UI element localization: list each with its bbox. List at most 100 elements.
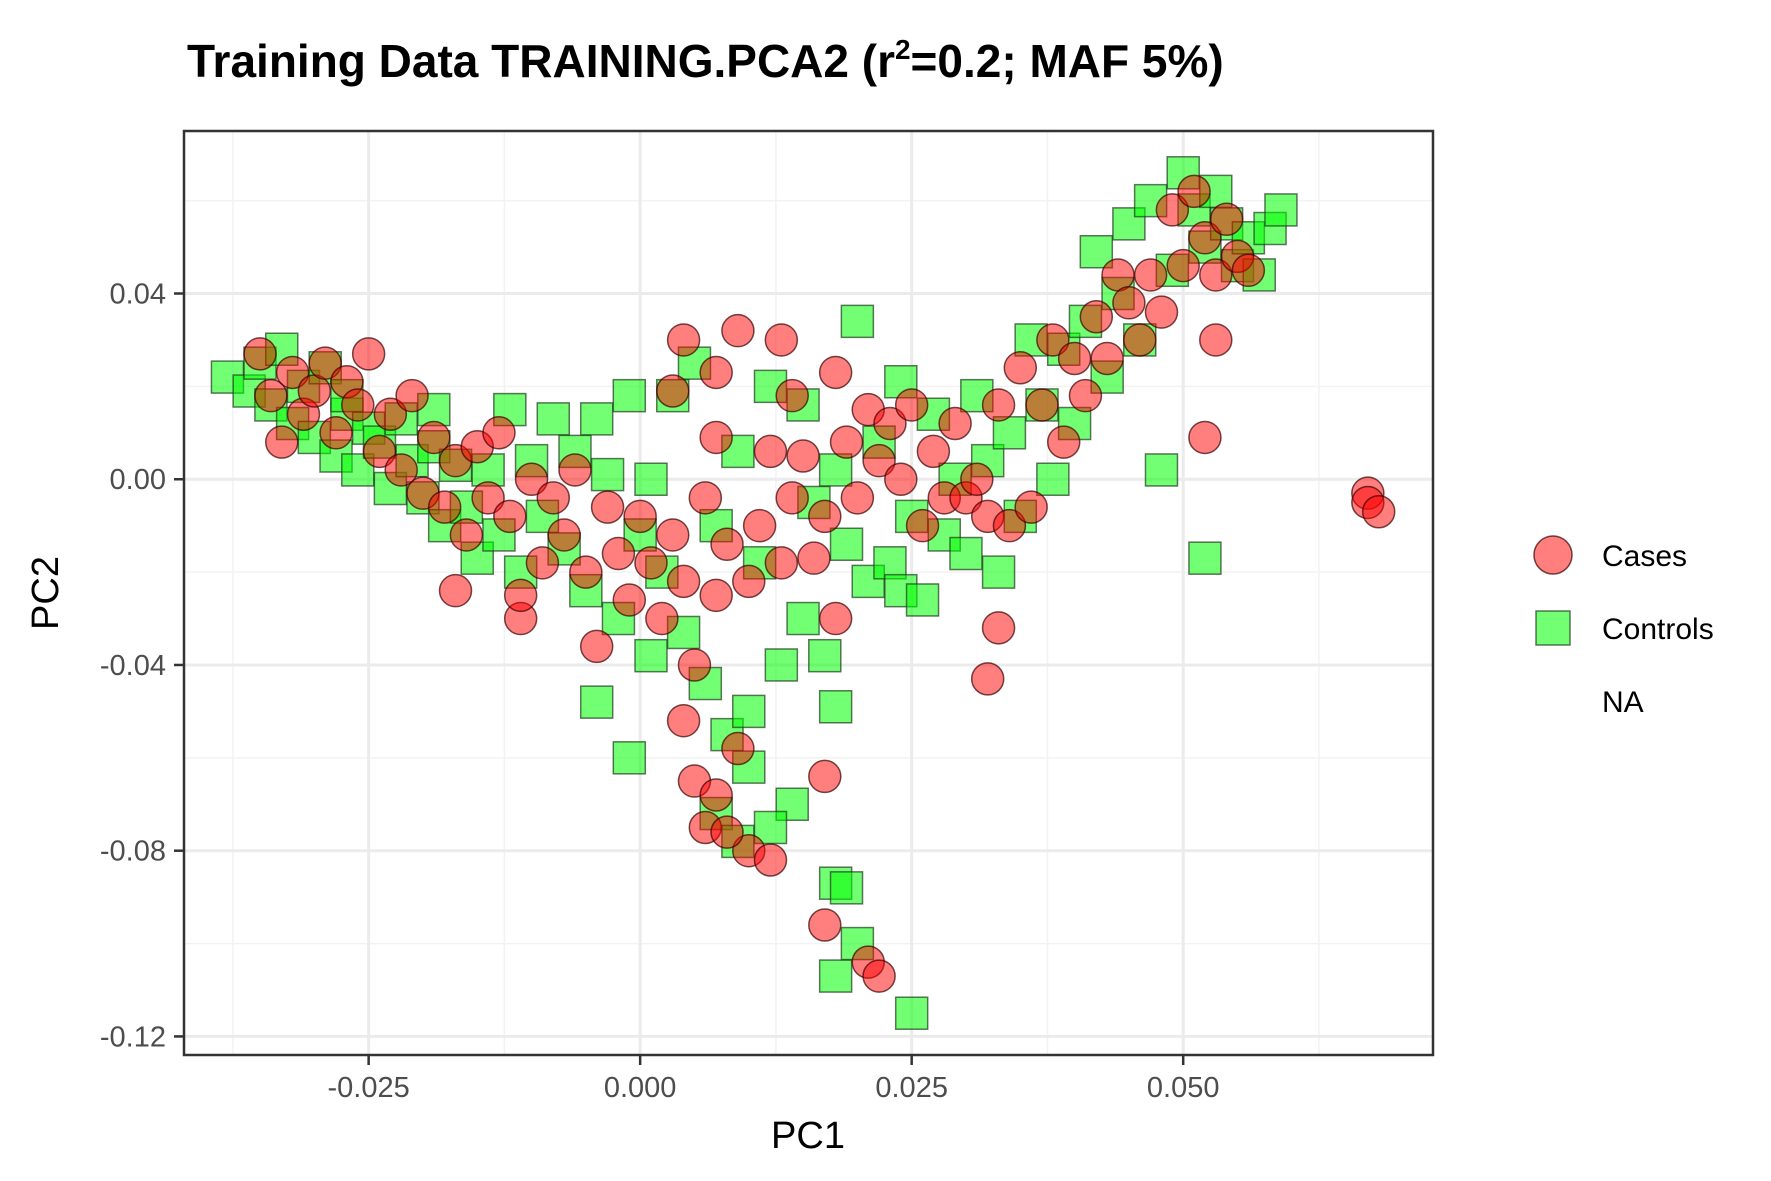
case-point — [384, 453, 418, 487]
case-point — [1014, 490, 1048, 524]
control-point — [808, 638, 842, 673]
control-point — [634, 638, 668, 673]
case-point — [884, 462, 918, 496]
case-point — [981, 611, 1016, 645]
control-point — [1144, 453, 1179, 487]
case-point — [243, 337, 277, 371]
case-point — [688, 481, 723, 515]
case-point — [1046, 425, 1081, 459]
case-point — [699, 778, 733, 812]
control-point — [1188, 541, 1222, 575]
case-point — [699, 578, 733, 613]
case-point — [438, 573, 473, 608]
case-point — [797, 541, 831, 575]
control-point — [1079, 234, 1114, 269]
control-point — [1036, 462, 1070, 496]
case-point — [1090, 341, 1124, 376]
case-point — [1057, 341, 1092, 376]
case-point — [808, 499, 842, 534]
case-point — [666, 564, 701, 599]
control-point — [612, 741, 647, 775]
case-point — [590, 490, 625, 524]
control-point — [829, 527, 864, 561]
case-point — [992, 508, 1027, 543]
case-point — [634, 546, 668, 580]
case-point — [808, 759, 842, 794]
legend-label: NA — [1602, 686, 1644, 719]
control-point — [612, 378, 647, 413]
case-point — [916, 434, 951, 469]
case-point — [981, 388, 1016, 422]
case-point — [905, 508, 940, 543]
case-point — [873, 406, 907, 441]
case-point — [395, 378, 429, 413]
control-point — [829, 871, 864, 905]
chart-title: Training Data TRAINING.PCA2 (r2=0.2; MAF… — [187, 34, 1224, 87]
case-point — [764, 323, 799, 357]
control-point — [873, 546, 907, 580]
control-point — [818, 690, 853, 724]
case-point — [970, 662, 1005, 696]
case-point — [514, 462, 549, 496]
case-point — [417, 420, 451, 455]
case-point — [503, 578, 538, 613]
case-point — [666, 323, 701, 357]
control-point — [590, 457, 625, 492]
case-point — [493, 499, 527, 534]
control-point — [949, 536, 983, 571]
control-point — [905, 583, 940, 617]
case-point — [471, 481, 505, 515]
case-point — [1036, 323, 1070, 357]
case-point — [721, 313, 755, 348]
case-point — [569, 555, 603, 589]
case-point — [449, 518, 484, 552]
case-point — [1133, 258, 1168, 292]
case-point — [254, 378, 288, 413]
case-point — [775, 378, 809, 413]
case-point — [862, 443, 896, 478]
case-point — [764, 546, 799, 580]
case-point — [742, 508, 777, 543]
case-point — [699, 420, 733, 455]
case-point — [938, 406, 972, 441]
case-point — [601, 536, 636, 571]
case-point — [623, 499, 657, 534]
case-point — [1144, 295, 1179, 329]
case-point — [721, 731, 755, 766]
case-point — [732, 564, 766, 599]
case-point — [710, 527, 744, 561]
case-point — [862, 959, 896, 993]
case-point — [1123, 323, 1157, 357]
case-point — [319, 416, 353, 450]
case-point — [655, 374, 690, 408]
case-point — [786, 439, 820, 473]
x-tick-label: 0.025 — [875, 1072, 948, 1104]
case-point — [1209, 202, 1244, 236]
case-point — [579, 629, 614, 664]
case-point — [308, 346, 342, 380]
case-point — [482, 416, 516, 450]
control-point — [818, 959, 853, 993]
case-point — [1199, 258, 1233, 292]
case-point — [753, 434, 788, 469]
control-point — [894, 996, 929, 1030]
case-point — [351, 337, 386, 371]
case-point — [558, 453, 592, 487]
x-axis-title: PC1 — [771, 1115, 845, 1157]
plot-border — [182, 129, 1435, 1057]
case-point — [536, 481, 571, 515]
case-point — [1068, 378, 1103, 413]
case-point — [818, 355, 853, 390]
case-point — [829, 425, 864, 459]
case-point — [818, 601, 853, 636]
case-point — [775, 481, 809, 515]
control-point — [818, 453, 853, 487]
y-axis-title: PC2 — [25, 556, 67, 630]
x-tick-label: -0.025 — [328, 1072, 410, 1104]
case-point — [1166, 248, 1200, 283]
case-point — [666, 703, 701, 738]
control-point — [786, 601, 820, 636]
case-point — [645, 601, 679, 636]
case-point — [808, 908, 842, 942]
control-point — [764, 648, 799, 682]
